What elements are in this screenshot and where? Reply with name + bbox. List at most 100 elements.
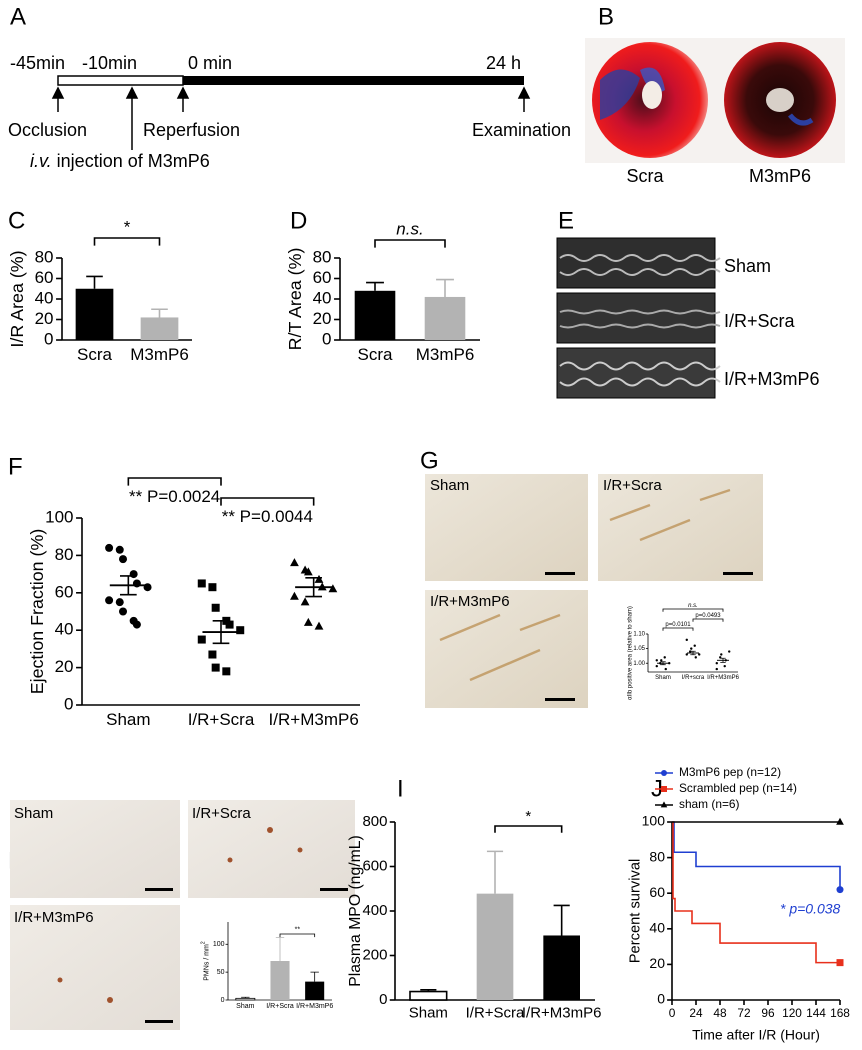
heart-images: Scra M3mP6 xyxy=(585,38,845,186)
comparison-bracket xyxy=(279,933,316,938)
histology-image xyxy=(10,905,180,1030)
x-tick-label: Sham xyxy=(236,1003,254,1010)
marker xyxy=(303,617,313,626)
y-tick-label: 100 xyxy=(45,507,73,526)
legend-label: M3mP6 pep (n=12) xyxy=(679,765,781,779)
annotation: * p=0.038 xyxy=(780,901,841,917)
x-tick-label: M3mP6 xyxy=(416,345,475,364)
error-bar xyxy=(553,904,570,936)
marker xyxy=(685,653,688,656)
comparison-bracket xyxy=(662,608,724,612)
y-tick-label: 60 xyxy=(55,582,74,601)
panel-label: G xyxy=(420,447,439,474)
marker xyxy=(211,663,220,672)
marker xyxy=(668,662,671,665)
image-label: Sham xyxy=(430,477,469,494)
marker xyxy=(236,626,245,635)
image-label: I/R+Scra xyxy=(192,805,251,822)
x-tick-label: 168 xyxy=(830,1006,850,1020)
image-label: I/R+M3mP6 xyxy=(430,593,510,610)
marker xyxy=(197,579,206,588)
marker xyxy=(290,591,299,600)
x-tick-label: I/R+M3mP6 xyxy=(269,710,359,729)
sem-bar xyxy=(660,661,666,666)
image-label: M3mP6 xyxy=(749,166,811,186)
y-tick-label: 400 xyxy=(362,902,387,919)
marker xyxy=(690,647,693,650)
marker xyxy=(222,667,231,676)
legend-label: Scrambled pep (n=14) xyxy=(679,781,797,795)
marker xyxy=(660,659,663,662)
y-axis-label: Ejection Fraction (%) xyxy=(27,529,47,695)
marker xyxy=(728,650,731,653)
x-tick-label: I/R+scra xyxy=(682,675,705,681)
x-tick-label: I/R+Scra xyxy=(266,1003,294,1010)
bar xyxy=(543,935,580,1000)
marker xyxy=(655,659,658,662)
echo-image xyxy=(556,237,716,289)
x-tick-label: I/R+Scra xyxy=(188,710,255,729)
survival-line xyxy=(672,821,841,890)
y-axis-label: Plasma MPO (ng/mL) xyxy=(347,835,364,986)
timeline-reperfusion xyxy=(183,76,524,85)
marker xyxy=(132,620,141,629)
injection-label: i.v. injection of M3mP6 xyxy=(30,151,210,171)
marker xyxy=(225,620,234,629)
marker xyxy=(664,667,667,671)
error-bar xyxy=(420,988,437,992)
image-label: Sham xyxy=(724,256,771,276)
time-label: 24 h xyxy=(486,53,521,73)
comparison-bracket xyxy=(494,825,563,833)
marker xyxy=(655,664,658,668)
y-tick-label: 20 xyxy=(35,309,54,328)
marker xyxy=(663,656,666,659)
error-bar xyxy=(486,850,504,894)
time-label: -45min xyxy=(10,53,65,73)
x-tick-label: 24 xyxy=(689,1006,703,1020)
y-tick-label: 40 xyxy=(313,288,332,307)
marker xyxy=(208,583,217,592)
marker xyxy=(197,635,206,644)
echo-image xyxy=(556,292,716,344)
marker xyxy=(715,662,718,665)
panel-label: C xyxy=(8,207,25,234)
y-tick-label: 0 xyxy=(64,694,73,713)
y-tick-label: 20 xyxy=(55,657,74,676)
marker xyxy=(105,596,114,605)
y-axis-label: PMNs / mm2 xyxy=(201,941,210,981)
panel-label: D xyxy=(290,207,307,234)
marker xyxy=(129,570,138,579)
marker xyxy=(328,584,338,593)
y-tick-label: 200 xyxy=(362,946,387,963)
comparison-label: n.s. xyxy=(396,219,423,238)
y-tick-label: 60 xyxy=(313,268,332,287)
y-tick-label: 0 xyxy=(44,329,53,348)
y-tick-label: 1.00 xyxy=(633,661,645,667)
error-bar xyxy=(86,275,103,289)
timeline-ischemia xyxy=(57,75,184,86)
y-axis-label-text: Percent survival xyxy=(627,859,643,963)
legend-marker xyxy=(661,770,667,776)
comparison-label: p=0.0493 xyxy=(695,613,721,619)
marker xyxy=(723,664,726,668)
y-axis-label-text: Plasma MPO (ng/mL) xyxy=(347,835,364,986)
bar xyxy=(424,296,466,340)
y-tick-label: 40 xyxy=(35,288,54,307)
comparison-bracket xyxy=(692,618,724,622)
bar xyxy=(305,981,325,1000)
image-label: Scra xyxy=(626,166,664,186)
bar xyxy=(140,317,179,340)
y-axis-label-text: I/R Area (%) xyxy=(7,250,27,347)
sem-bar xyxy=(119,575,137,596)
marker xyxy=(715,667,718,671)
marker xyxy=(119,607,128,616)
y-tick-label: 80 xyxy=(649,848,665,864)
y-tick-label: 50 xyxy=(217,969,225,976)
y-tick-label: 100 xyxy=(213,941,225,948)
sem-bar xyxy=(720,657,726,663)
x-tick-label: Sham xyxy=(409,1004,448,1021)
comparison-label: * xyxy=(525,808,531,825)
comparison-bracket xyxy=(93,237,161,246)
marker xyxy=(685,638,688,642)
histology-image xyxy=(425,590,588,708)
